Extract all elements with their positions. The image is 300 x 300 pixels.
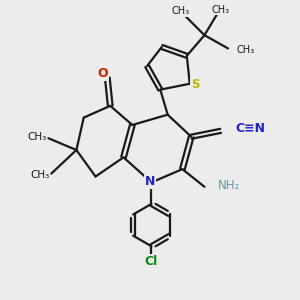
Text: O: O <box>98 67 108 80</box>
Text: S: S <box>191 78 199 91</box>
Text: CH₃: CH₃ <box>172 6 190 16</box>
Text: CH₃: CH₃ <box>212 4 230 14</box>
Text: N: N <box>145 175 155 188</box>
Text: CH₃: CH₃ <box>31 170 50 180</box>
Text: CH₃: CH₃ <box>28 132 47 142</box>
Text: Cl: Cl <box>145 254 158 268</box>
Text: C≡N: C≡N <box>236 122 266 135</box>
Text: CH₃: CH₃ <box>237 45 255 55</box>
Text: NH₂: NH₂ <box>218 179 240 192</box>
